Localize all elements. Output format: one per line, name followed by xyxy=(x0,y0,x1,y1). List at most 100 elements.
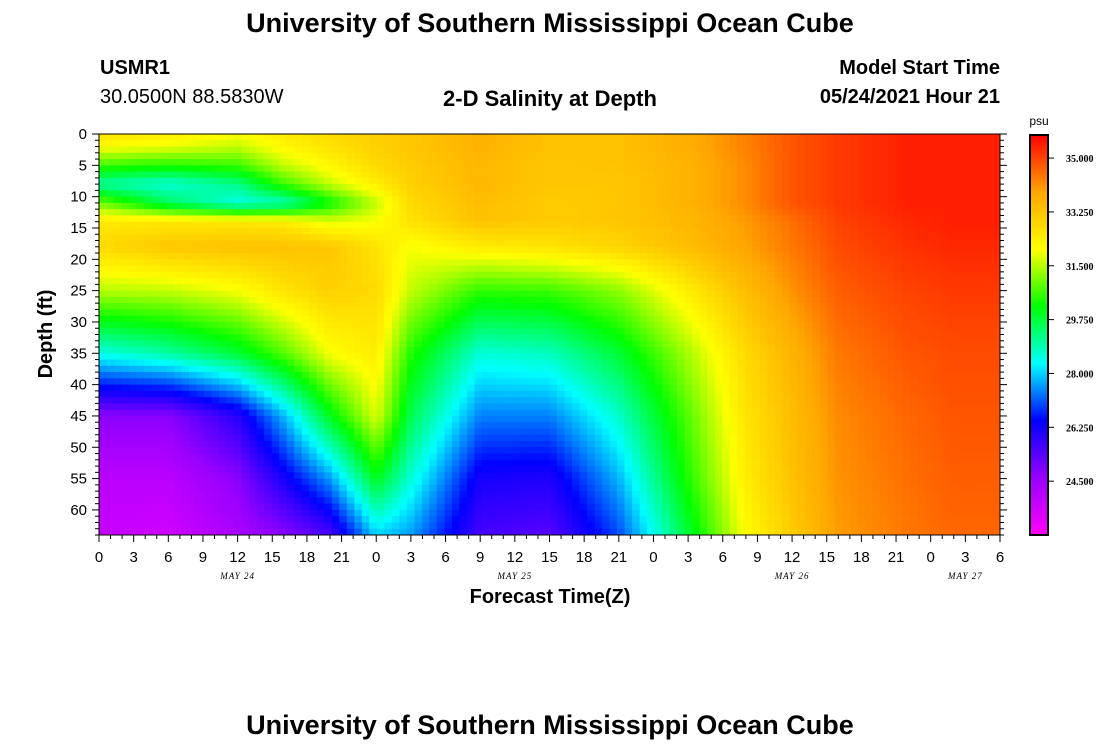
heatmap-cell xyxy=(992,259,1000,267)
heatmap-cell xyxy=(737,253,746,260)
heatmap-cell xyxy=(842,246,851,254)
heatmap-cell xyxy=(406,259,415,267)
heatmap-cell xyxy=(992,159,1000,166)
heatmap-cell xyxy=(752,184,761,191)
heatmap-cell xyxy=(226,315,235,323)
heatmap-cell xyxy=(151,290,160,298)
heatmap-cell xyxy=(136,227,145,235)
heatmap-cell xyxy=(639,221,648,229)
heatmap-cell xyxy=(369,134,378,141)
heatmap-cell xyxy=(241,290,250,298)
heatmap-cell xyxy=(279,340,288,348)
heatmap-cell xyxy=(887,234,896,242)
heatmap-cell xyxy=(324,296,333,304)
heatmap-cell xyxy=(294,177,303,185)
heatmap-cell xyxy=(737,165,746,173)
heatmap-cell xyxy=(481,390,491,398)
heatmap-cell xyxy=(834,284,843,292)
heatmap-cell xyxy=(361,359,370,367)
heatmap-cell xyxy=(684,177,693,185)
heatmap-cell xyxy=(144,140,153,148)
heatmap-cell xyxy=(812,259,821,267)
heatmap-cell xyxy=(204,353,213,361)
heatmap-cell xyxy=(714,334,723,342)
heatmap-cell xyxy=(917,359,926,367)
heatmap-cell xyxy=(354,309,363,317)
heatmap-cell xyxy=(496,159,506,166)
heatmap-cell xyxy=(819,321,828,329)
heatmap-cell xyxy=(812,290,821,298)
heatmap-cell xyxy=(707,177,716,185)
heatmap-cell xyxy=(166,328,175,336)
heatmap-cell xyxy=(151,353,160,361)
heatmap-cell xyxy=(466,321,476,329)
heatmap-cell xyxy=(699,177,708,185)
heatmap-cell xyxy=(421,347,430,354)
heatmap-cell xyxy=(789,353,798,361)
heatmap-cell xyxy=(129,353,138,361)
heatmap-cell xyxy=(572,347,581,354)
heatmap-cell xyxy=(924,296,934,304)
heatmap-cell xyxy=(557,202,566,210)
heatmap-cell xyxy=(639,165,648,173)
heatmap-cell xyxy=(256,296,265,304)
heatmap-cell xyxy=(939,140,949,148)
heatmap-cell xyxy=(992,321,1000,329)
heatmap-cell xyxy=(399,372,408,379)
heatmap-cell xyxy=(834,209,843,217)
heatmap-cell xyxy=(962,309,971,317)
heatmap-cell xyxy=(121,334,130,342)
heatmap-cell xyxy=(647,303,656,311)
heatmap-cell xyxy=(572,328,581,336)
heatmap-cell xyxy=(444,215,453,223)
heatmap-cell xyxy=(819,309,828,317)
heatmap-cell xyxy=(121,227,130,235)
heatmap-cell xyxy=(594,227,603,235)
heatmap-cell xyxy=(879,209,888,217)
heatmap-cell xyxy=(481,334,491,342)
heatmap-cell xyxy=(722,290,731,298)
heatmap-cell xyxy=(699,278,708,285)
heatmap-cell xyxy=(376,234,385,242)
heatmap-cell xyxy=(842,234,851,242)
heatmap-cell xyxy=(196,378,205,386)
heatmap-cell xyxy=(992,347,1000,354)
heatmap-cell xyxy=(466,278,476,285)
heatmap-cell xyxy=(421,284,430,292)
heatmap-cell xyxy=(557,190,566,198)
heatmap-cell xyxy=(234,190,243,198)
heatmap-cell xyxy=(692,315,701,323)
heatmap-cell xyxy=(144,359,153,367)
heatmap-cell xyxy=(752,359,761,367)
heatmap-cell xyxy=(129,315,138,323)
heatmap-cell xyxy=(346,365,355,373)
heatmap-cell xyxy=(962,315,971,323)
heatmap-cell xyxy=(789,271,798,279)
heatmap-cell xyxy=(519,177,528,185)
heatmap-cell xyxy=(617,365,626,373)
heatmap-cell xyxy=(511,159,521,166)
heatmap-cell xyxy=(369,234,378,242)
heatmap-cell xyxy=(451,152,460,160)
heatmap-cell xyxy=(984,328,994,336)
heatmap-cell xyxy=(114,284,123,292)
heatmap-cell xyxy=(211,315,220,323)
heatmap-cell xyxy=(361,384,370,392)
heatmap-cell xyxy=(699,265,708,273)
heatmap-cell xyxy=(159,278,168,285)
heatmap-cell xyxy=(196,359,205,367)
heatmap-cell xyxy=(526,309,536,317)
heatmap-cell xyxy=(541,221,551,229)
heatmap-cell xyxy=(782,384,791,392)
heatmap-cell xyxy=(114,390,123,398)
heatmap-cell xyxy=(534,271,543,279)
heatmap-cell xyxy=(309,278,318,285)
heatmap-cell xyxy=(346,390,355,398)
heatmap-cell xyxy=(684,134,693,141)
heatmap-cell xyxy=(669,271,678,279)
heatmap-cell xyxy=(594,365,603,373)
heatmap-cell xyxy=(136,372,145,379)
heatmap-cell xyxy=(677,278,686,285)
heatmap-cell xyxy=(932,221,941,229)
heatmap-cell xyxy=(579,365,588,373)
